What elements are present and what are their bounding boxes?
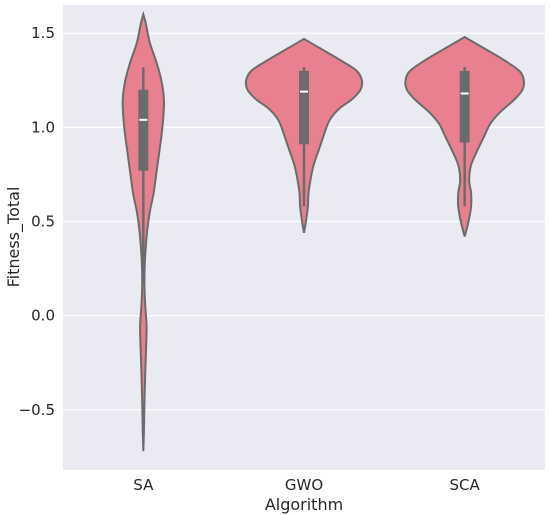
x-tick-label: SA xyxy=(133,476,154,494)
y-tick-label: 0.5 xyxy=(31,212,55,230)
y-tick-label: −0.5 xyxy=(19,401,55,419)
y-tick-labels: −0.5 0.0 0.5 1.0 1.5 xyxy=(19,24,55,419)
iqr-box-gwo xyxy=(299,70,309,145)
y-axis-label: Fitness_Total xyxy=(4,187,24,288)
x-tick-label: GWO xyxy=(285,476,323,494)
x-tick-label: SCA xyxy=(450,476,481,494)
y-tick-label: 1.5 xyxy=(31,24,55,42)
x-tick-labels: SA GWO SCA xyxy=(133,476,480,494)
iqr-box-sca xyxy=(459,70,470,143)
iqr-box-sa xyxy=(138,89,149,171)
y-tick-label: 0.0 xyxy=(31,307,55,325)
y-tick-label: 1.0 xyxy=(31,118,55,136)
violins xyxy=(121,10,526,452)
x-axis-label: Algorithm xyxy=(265,495,343,514)
